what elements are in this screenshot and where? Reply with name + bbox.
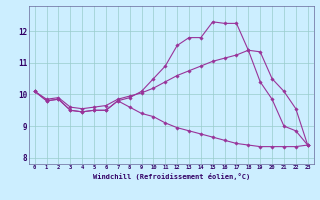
X-axis label: Windchill (Refroidissement éolien,°C): Windchill (Refroidissement éolien,°C) [92,173,250,180]
